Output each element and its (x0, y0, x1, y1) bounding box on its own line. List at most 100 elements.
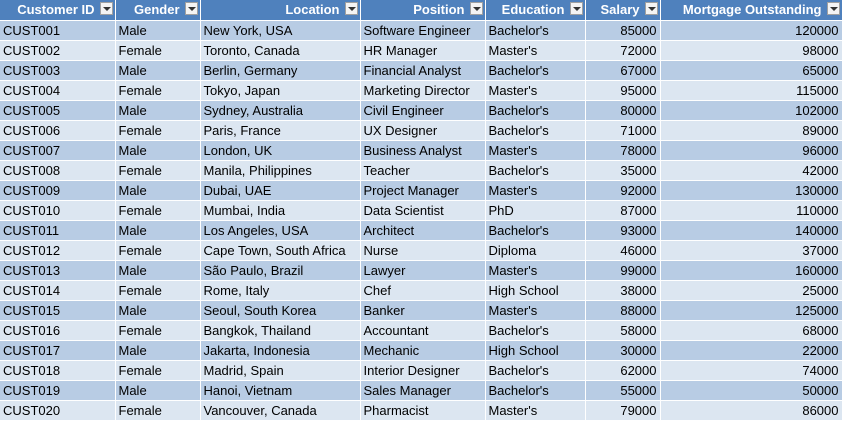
cell-customer-id[interactable]: CUST011 (0, 220, 116, 241)
cell-education[interactable]: Master's (485, 40, 586, 61)
cell-location[interactable]: Rome, Italy (200, 280, 361, 301)
cell-mortgage-outstanding[interactable]: 65000 (660, 60, 842, 81)
cell-gender[interactable]: Male (115, 300, 201, 321)
cell-location[interactable]: São Paulo, Brazil (200, 260, 361, 281)
cell-position[interactable]: Civil Engineer (360, 100, 486, 121)
table-row[interactable]: CUST001 Male New York, USA Software Enginee… (0, 20, 842, 41)
cell-salary[interactable]: 85000 (585, 20, 661, 41)
cell-mortgage-outstanding[interactable]: 160000 (660, 260, 842, 281)
filter-dropdown-icon[interactable] (184, 2, 198, 15)
cell-location[interactable]: Jakarta, Indonesia (200, 340, 361, 361)
cell-education[interactable]: Bachelor's (485, 60, 586, 81)
cell-gender[interactable]: Male (115, 100, 201, 121)
cell-position[interactable]: Data Scientist (360, 200, 486, 221)
cell-education[interactable]: Master's (485, 140, 586, 161)
cell-education[interactable]: Master's (485, 300, 586, 321)
cell-gender[interactable]: Female (115, 200, 201, 221)
cell-salary[interactable]: 67000 (585, 60, 661, 81)
cell-education[interactable]: Bachelor's (485, 120, 586, 141)
cell-mortgage-outstanding[interactable]: 68000 (660, 320, 842, 341)
cell-salary[interactable]: 58000 (585, 320, 661, 341)
cell-mortgage-outstanding[interactable]: 89000 (660, 120, 842, 141)
cell-location[interactable]: Dubai, UAE (200, 180, 361, 201)
cell-education[interactable]: Bachelor's (485, 20, 586, 41)
cell-gender[interactable]: Male (115, 60, 201, 81)
filter-dropdown-icon[interactable] (826, 2, 840, 15)
cell-customer-id[interactable]: CUST007 (0, 140, 116, 161)
cell-salary[interactable]: 87000 (585, 200, 661, 221)
cell-gender[interactable]: Female (115, 320, 201, 341)
header-mortgage-outstanding[interactable]: Mortgage Outstanding (660, 0, 842, 21)
cell-salary[interactable]: 46000 (585, 240, 661, 261)
cell-location[interactable]: Paris, France (200, 120, 361, 141)
table-row[interactable]: CUST020 Female Vancouver, Canada Pharmacist… (0, 400, 842, 421)
cell-position[interactable]: HR Manager (360, 40, 486, 61)
table-row[interactable]: CUST003 Male Berlin, Germany Financial Anal… (0, 60, 842, 81)
table-row[interactable]: CUST007 Male London, UK Business Analyst Mas… (0, 140, 842, 161)
cell-salary[interactable]: 62000 (585, 360, 661, 381)
cell-mortgage-outstanding[interactable]: 140000 (660, 220, 842, 241)
cell-customer-id[interactable]: CUST013 (0, 260, 116, 281)
table-row[interactable]: CUST008 Female Manila, Philippines Teacher B… (0, 160, 842, 181)
cell-customer-id[interactable]: CUST009 (0, 180, 116, 201)
cell-location[interactable]: Vancouver, Canada (200, 400, 361, 421)
table-row[interactable]: CUST015 Male Seoul, South Korea Banker Maste… (0, 300, 842, 321)
header-position[interactable]: Position (360, 0, 486, 21)
cell-location[interactable]: Bangkok, Thailand (200, 320, 361, 341)
filter-dropdown-icon[interactable] (644, 2, 658, 15)
cell-mortgage-outstanding[interactable]: 130000 (660, 180, 842, 201)
cell-gender[interactable]: Male (115, 20, 201, 41)
cell-mortgage-outstanding[interactable]: 125000 (660, 300, 842, 321)
cell-mortgage-outstanding[interactable]: 115000 (660, 80, 842, 101)
cell-education[interactable]: Master's (485, 400, 586, 421)
table-row[interactable]: CUST016 Female Bangkok, Thailand Accountant… (0, 320, 842, 341)
cell-gender[interactable]: Male (115, 220, 201, 241)
header-salary[interactable]: Salary (585, 0, 661, 21)
cell-gender[interactable]: Female (115, 280, 201, 301)
header-education[interactable]: Education (485, 0, 586, 21)
cell-mortgage-outstanding[interactable]: 98000 (660, 40, 842, 61)
cell-gender[interactable]: Female (115, 120, 201, 141)
cell-mortgage-outstanding[interactable]: 50000 (660, 380, 842, 401)
cell-location[interactable]: Seoul, South Korea (200, 300, 361, 321)
cell-position[interactable]: Software Engineer (360, 20, 486, 41)
cell-position[interactable]: Architect (360, 220, 486, 241)
cell-gender[interactable]: Female (115, 160, 201, 181)
cell-customer-id[interactable]: CUST004 (0, 80, 116, 101)
table-row[interactable]: CUST018 Female Madrid, Spain Interior Desig… (0, 360, 842, 381)
filter-dropdown-icon[interactable] (99, 2, 113, 15)
cell-education[interactable]: Master's (485, 180, 586, 201)
cell-customer-id[interactable]: CUST018 (0, 360, 116, 381)
table-row[interactable]: CUST009 Male Dubai, UAE Project Manager Mast… (0, 180, 842, 201)
cell-gender[interactable]: Male (115, 340, 201, 361)
cell-gender[interactable]: Male (115, 140, 201, 161)
cell-position[interactable]: Mechanic (360, 340, 486, 361)
cell-gender[interactable]: Female (115, 80, 201, 101)
header-customer-id[interactable]: Customer ID (0, 0, 116, 21)
cell-salary[interactable]: 95000 (585, 80, 661, 101)
cell-location[interactable]: Manila, Philippines (200, 160, 361, 181)
cell-location[interactable]: Berlin, Germany (200, 60, 361, 81)
cell-position[interactable]: Nurse (360, 240, 486, 261)
filter-dropdown-icon[interactable] (569, 2, 583, 15)
cell-customer-id[interactable]: CUST003 (0, 60, 116, 81)
cell-position[interactable]: Teacher (360, 160, 486, 181)
cell-position[interactable]: Sales Manager (360, 380, 486, 401)
cell-location[interactable]: Los Angeles, USA (200, 220, 361, 241)
cell-position[interactable]: Banker (360, 300, 486, 321)
cell-position[interactable]: UX Designer (360, 120, 486, 141)
cell-gender[interactable]: Female (115, 240, 201, 261)
cell-education[interactable]: High School (485, 340, 586, 361)
cell-location[interactable]: Madrid, Spain (200, 360, 361, 381)
cell-education[interactable]: Diploma (485, 240, 586, 261)
cell-education[interactable]: Bachelor's (485, 160, 586, 181)
cell-gender[interactable]: Female (115, 360, 201, 381)
header-location[interactable]: Location (200, 0, 361, 21)
cell-salary[interactable]: 35000 (585, 160, 661, 181)
table-row[interactable]: CUST019 Male Hanoi, Vietnam Sales Manager Ba… (0, 380, 842, 401)
cell-position[interactable]: Marketing Director (360, 80, 486, 101)
cell-mortgage-outstanding[interactable]: 120000 (660, 20, 842, 41)
cell-customer-id[interactable]: CUST005 (0, 100, 116, 121)
cell-mortgage-outstanding[interactable]: 74000 (660, 360, 842, 381)
cell-customer-id[interactable]: CUST015 (0, 300, 116, 321)
